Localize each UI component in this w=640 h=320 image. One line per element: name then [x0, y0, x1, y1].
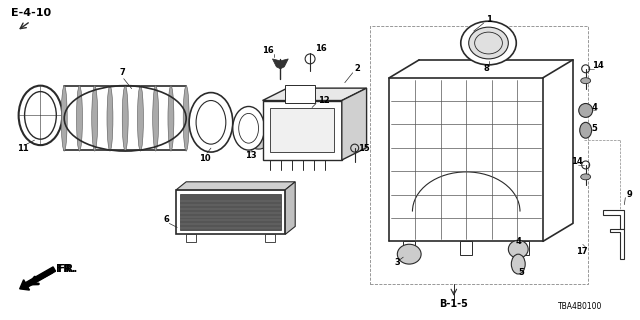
Polygon shape: [285, 182, 295, 234]
Text: E-4-10: E-4-10: [11, 8, 51, 18]
Text: 12: 12: [318, 96, 330, 105]
Text: TBA4B0100: TBA4B0100: [558, 302, 602, 311]
Polygon shape: [342, 88, 367, 160]
Text: 17: 17: [576, 247, 588, 256]
Ellipse shape: [61, 86, 67, 151]
Ellipse shape: [77, 86, 83, 151]
FancyArrow shape: [20, 267, 56, 290]
Ellipse shape: [248, 135, 268, 149]
Polygon shape: [266, 234, 275, 242]
Text: FR.: FR.: [58, 264, 77, 274]
Polygon shape: [176, 182, 295, 190]
Ellipse shape: [233, 107, 264, 150]
Polygon shape: [602, 210, 625, 229]
Ellipse shape: [580, 78, 591, 84]
Ellipse shape: [508, 240, 528, 258]
Polygon shape: [611, 229, 625, 259]
Text: 14: 14: [591, 61, 604, 70]
Polygon shape: [273, 59, 288, 69]
Ellipse shape: [168, 86, 174, 151]
Bar: [403, 241, 415, 255]
Ellipse shape: [107, 86, 113, 151]
Ellipse shape: [122, 86, 128, 151]
Text: 5: 5: [518, 268, 524, 276]
Text: 8: 8: [484, 64, 490, 73]
Bar: [285, 85, 315, 102]
Text: 11: 11: [17, 144, 28, 153]
Polygon shape: [262, 100, 342, 160]
Polygon shape: [186, 234, 196, 242]
Bar: [180, 194, 282, 230]
Ellipse shape: [461, 21, 516, 65]
Bar: [460, 241, 472, 255]
Ellipse shape: [579, 103, 593, 117]
Ellipse shape: [183, 86, 189, 151]
Ellipse shape: [138, 86, 143, 151]
Text: 6: 6: [163, 215, 169, 224]
Text: FR.: FR.: [56, 264, 76, 274]
Text: 3: 3: [394, 258, 400, 267]
Polygon shape: [176, 190, 285, 234]
Ellipse shape: [189, 92, 233, 152]
Text: 15: 15: [358, 144, 369, 153]
Text: B-1-5: B-1-5: [440, 299, 468, 309]
Ellipse shape: [511, 254, 525, 274]
Bar: [517, 241, 529, 255]
Text: 4: 4: [515, 237, 521, 246]
Ellipse shape: [153, 86, 159, 151]
Text: 14: 14: [571, 157, 582, 166]
Text: 4: 4: [591, 103, 598, 112]
Text: 2: 2: [355, 64, 360, 73]
Text: 1: 1: [486, 15, 492, 24]
Ellipse shape: [92, 86, 98, 151]
Polygon shape: [262, 88, 367, 100]
Text: 16: 16: [315, 44, 327, 53]
Text: 5: 5: [591, 124, 598, 133]
Text: 10: 10: [199, 154, 211, 163]
Text: 13: 13: [244, 150, 256, 160]
Ellipse shape: [397, 244, 421, 264]
Text: 7: 7: [120, 68, 125, 77]
Bar: [271, 108, 334, 152]
Ellipse shape: [580, 122, 591, 138]
Ellipse shape: [468, 27, 508, 59]
Ellipse shape: [580, 174, 591, 180]
Bar: [369, 26, 588, 284]
Text: 9: 9: [627, 190, 632, 199]
Text: 16: 16: [262, 46, 275, 55]
